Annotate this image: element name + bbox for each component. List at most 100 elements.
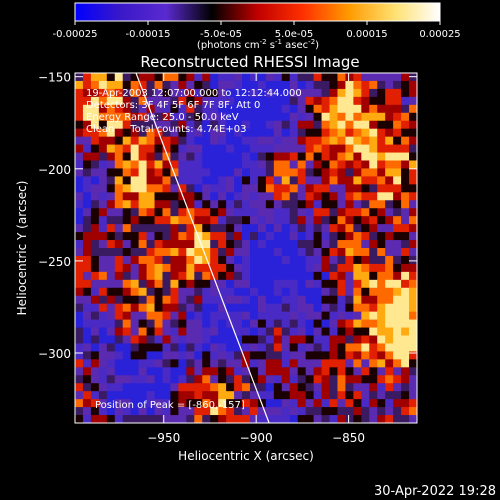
heatmap-cell: [146, 240, 156, 249]
heatmap-cell: [122, 160, 132, 169]
heatmap-cell: [178, 359, 187, 368]
heatmap-cell: [178, 73, 187, 82]
heatmap-cell: [265, 208, 275, 217]
heatmap-cell: [321, 383, 331, 392]
heatmap-cell: [345, 383, 354, 392]
heatmap-cell: [218, 184, 227, 193]
heatmap-cell: [146, 359, 156, 368]
heatmap-cell: [226, 415, 235, 423]
heatmap-cell: [130, 391, 140, 400]
heatmap-cell: [82, 248, 92, 257]
heatmap-cell: [170, 184, 179, 193]
heatmap-cell: [202, 232, 211, 241]
heatmap-cell: [273, 232, 283, 241]
heatmap-cell: [329, 112, 338, 122]
heatmap-cell: [401, 415, 410, 423]
heatmap-cell: [162, 128, 171, 138]
heatmap-cell: [218, 216, 227, 225]
heatmap-cell: [226, 407, 235, 416]
heatmap-cell: [162, 375, 171, 384]
heatmap-cell: [130, 295, 140, 305]
heatmap-cell: [409, 184, 417, 193]
heatmap-cell: [305, 295, 315, 305]
heatmap-cell: [273, 136, 283, 146]
heatmap-cell: [170, 112, 179, 122]
heatmap-cell: [329, 279, 338, 289]
heatmap-cell: [138, 319, 148, 329]
heatmap-cell: [186, 415, 195, 423]
heatmap-cell: [369, 367, 378, 376]
heatmap-cell: [210, 152, 219, 161]
heatmap-cell: [170, 144, 179, 154]
heatmap-cell: [114, 415, 124, 423]
heatmap-cell: [273, 263, 283, 273]
heatmap-cell: [337, 224, 346, 233]
heatmap-cell: [281, 136, 291, 146]
heatmap-cell: [257, 311, 267, 321]
heatmap-cell: [249, 375, 259, 384]
heatmap-cell: [337, 232, 346, 241]
heatmap-cell: [202, 240, 211, 249]
heatmap-cell: [194, 335, 203, 344]
heatmap-cell: [194, 200, 203, 209]
heatmap-cell: [321, 399, 331, 408]
heatmap-cell: [273, 240, 283, 249]
y-axis-label: Heliocentric Y (arcsec): [15, 181, 29, 316]
heatmap-cell: [305, 128, 315, 138]
heatmap-cell: [273, 271, 283, 281]
heatmap-cell: [218, 208, 227, 217]
heatmap-cell: [353, 303, 362, 313]
heatmap-cell: [178, 168, 187, 177]
heatmap-cell: [154, 240, 163, 249]
heatmap-cell: [345, 367, 354, 376]
heatmap-cell: [289, 184, 299, 193]
heatmap-cell: [305, 73, 315, 82]
heatmap-cell: [234, 359, 243, 368]
heatmap-cell: [122, 96, 132, 106]
heatmap-cell: [202, 104, 211, 114]
heatmap-cell: [321, 136, 331, 146]
heatmap-cell: [345, 375, 354, 384]
heatmap-cell: [122, 104, 132, 114]
heatmap-cell: [154, 208, 163, 217]
heatmap-cell: [210, 96, 219, 106]
heatmap-cell: [313, 160, 323, 169]
heatmap-cell: [218, 176, 227, 185]
heatmap-cell: [273, 383, 283, 392]
heatmap-cell: [186, 208, 195, 217]
heatmap-cell: [385, 192, 394, 201]
heatmap-cell: [401, 391, 410, 400]
heatmap-cell: [305, 160, 315, 169]
heatmap-cell: [130, 359, 140, 368]
heatmap-cell: [409, 391, 417, 400]
heatmap-cell: [82, 375, 92, 384]
heatmap-cell: [106, 391, 116, 400]
heatmap-cell: [345, 279, 354, 289]
heatmap-cell: [257, 73, 267, 82]
heatmap-cell: [385, 407, 394, 416]
heatmap-cell: [281, 327, 291, 336]
heatmap-cell: [106, 240, 116, 249]
heatmap-cell: [138, 375, 148, 384]
heatmap-cell: [90, 240, 100, 249]
heatmap-cell: [393, 399, 402, 408]
heatmap-cell: [146, 311, 156, 321]
heatmap-cell: [297, 104, 307, 114]
heatmap-cell: [385, 168, 394, 177]
heatmap-cell: [162, 263, 171, 273]
heatmap-cell: [75, 335, 84, 344]
heatmap-cell: [178, 319, 187, 329]
heatmap-cell: [385, 343, 394, 352]
heatmap-cell: [194, 216, 203, 225]
heatmap-cell: [194, 208, 203, 217]
heatmap-cell: [75, 104, 84, 114]
heatmap-cell: [234, 287, 243, 297]
heatmap-cell: [90, 303, 100, 313]
heatmap-cell: [106, 104, 116, 114]
heatmap-cell: [305, 271, 315, 281]
heatmap-cell: [186, 399, 195, 408]
heatmap-cell: [345, 335, 354, 344]
heatmap-cell: [401, 152, 410, 161]
heatmap-cell: [210, 192, 219, 201]
heatmap-cell: [329, 415, 338, 423]
